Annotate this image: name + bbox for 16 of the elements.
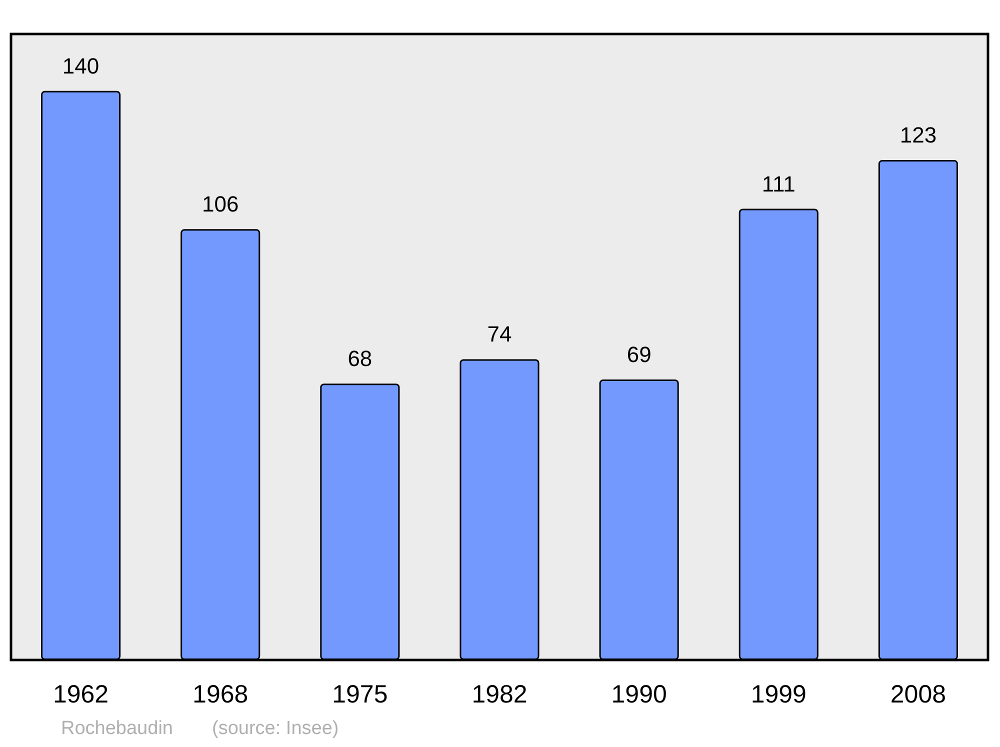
x-tick-label: 1975	[332, 680, 388, 708]
x-tick-label: 1999	[750, 680, 806, 708]
text: (source: Insee)	[212, 718, 339, 739]
data-label: 74	[487, 322, 512, 347]
x-tick-label: 1982	[472, 680, 528, 708]
x-tick-label: 1962	[52, 680, 109, 708]
data-label: 140	[62, 53, 100, 78]
data-label: 111	[762, 171, 796, 196]
data-label: 69	[626, 342, 652, 368]
data-label: 68	[348, 346, 372, 372]
x-tick-label: 1968	[192, 680, 248, 708]
text: Rochebaudin	[61, 718, 173, 739]
data-label: 123	[900, 122, 937, 148]
x-tick-label: 2008	[890, 680, 946, 708]
data-label: 106	[202, 192, 239, 217]
x-tick-label: 1990	[611, 680, 667, 708]
